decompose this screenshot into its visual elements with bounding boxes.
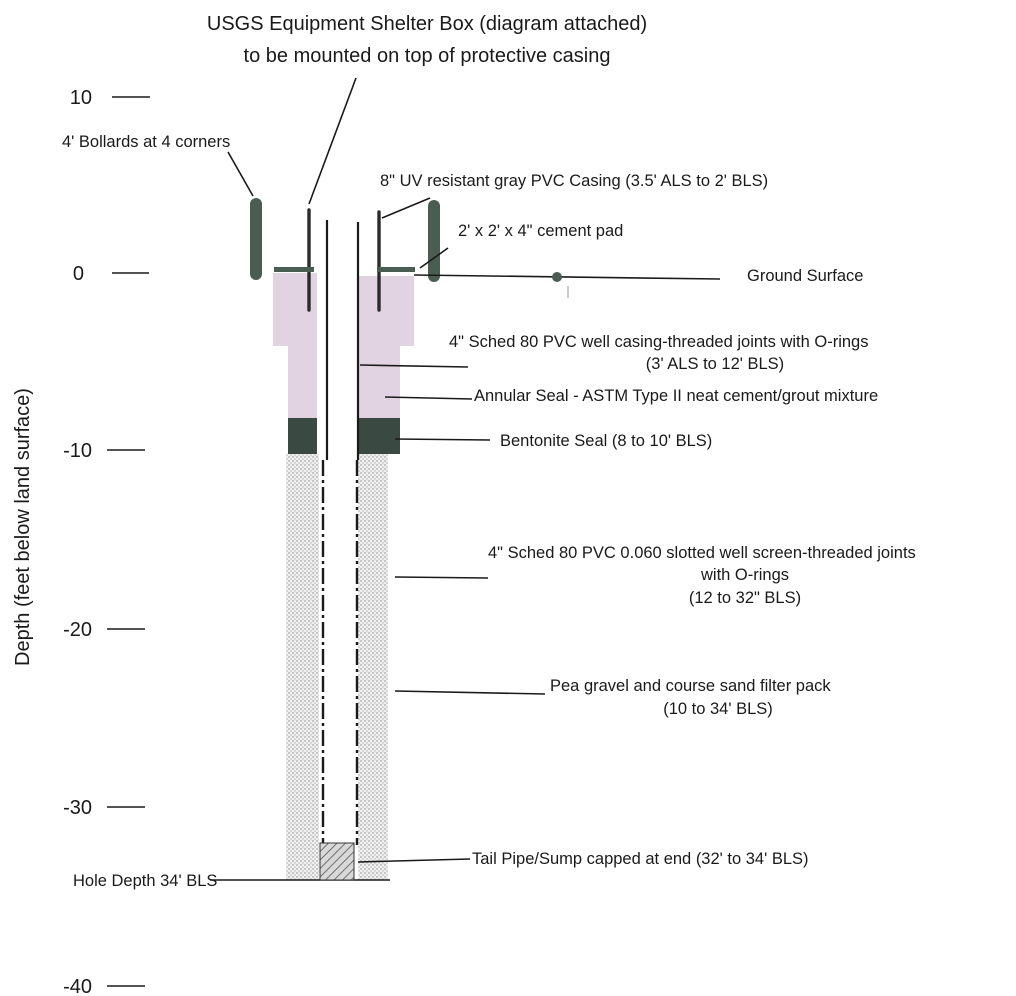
annular-seal — [273, 273, 414, 420]
label-filter-pack-line-1: Pea gravel and course sand filter pack — [550, 677, 831, 695]
label-hole-depth: Hole Depth 34' BLS — [73, 872, 217, 890]
protective-casing — [307, 208, 381, 312]
diagram-title-line-2: to be mounted on top of protective casin… — [244, 45, 611, 67]
label-filter-pack-line-2: (10 to 34' BLS) — [663, 700, 773, 718]
well-casing — [325, 220, 360, 460]
tick-label-minus-10: -10 — [63, 440, 92, 462]
slotted-well-screen — [321, 460, 359, 845]
label-screen-line-3: (12 to 32" BLS) — [689, 589, 801, 607]
label-ground-surface: Ground Surface — [747, 267, 863, 285]
tick-label-minus-40: -40 — [63, 976, 92, 996]
filter-pack-right — [358, 454, 388, 880]
tick-label-minus-30: -30 — [63, 797, 92, 819]
tail-pipe-sump — [319, 842, 355, 881]
y-axis-ticks: 10 0 -10 -20 -30 -40 — [63, 87, 150, 996]
y-axis-label: Depth (feet below land surface) — [12, 388, 34, 666]
label-bentonite-seal: Bentonite Seal (8 to 10' BLS) — [500, 432, 712, 450]
label-tail-pipe: Tail Pipe/Sump capped at end (32' to 34'… — [472, 850, 809, 868]
filter-pack-left — [286, 454, 319, 880]
tick-label-minus-20: -20 — [63, 619, 92, 641]
label-well-casing-line-2: (3' ALS to 12' BLS) — [646, 355, 784, 373]
ground-surface-marker — [552, 272, 562, 282]
label-pvc-casing-8in: 8" UV resistant gray PVC Casing (3.5' AL… — [380, 172, 768, 190]
label-screen-line-1: 4" Sched 80 PVC 0.060 slotted well scree… — [488, 544, 916, 562]
label-cement-pad: 2' x 2' x 4" cement pad — [458, 222, 623, 240]
bollard-right — [428, 200, 440, 282]
label-well-casing-line-1: 4" Sched 80 PVC well casing-threaded joi… — [449, 333, 868, 351]
bentonite-seal-right — [358, 418, 400, 454]
ground-surface-line — [413, 274, 721, 280]
label-annular-seal: Annular Seal - ASTM Type II neat cement/… — [474, 387, 878, 405]
tick-label-10: 10 — [70, 87, 92, 109]
label-screen-line-2: with O-rings — [700, 566, 789, 584]
leader-lines — [210, 77, 546, 881]
tick-label-0: 0 — [73, 263, 84, 285]
bollard-left — [250, 198, 262, 280]
diagram-title-line-1: USGS Equipment Shelter Box (diagram atta… — [207, 13, 647, 35]
label-bollards: 4' Bollards at 4 corners — [62, 133, 230, 151]
cement-pad — [274, 267, 415, 272]
bentonite-seal-left — [288, 418, 317, 454]
